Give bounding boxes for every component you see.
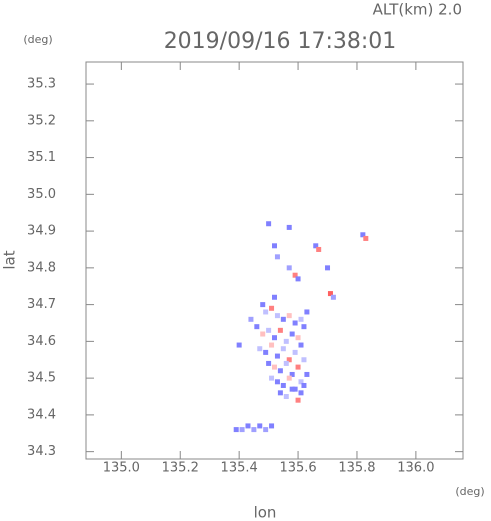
echo-point [304,371,310,377]
echo-point [292,320,298,326]
echo-point [286,357,292,363]
y-tick-label: 35.2 [27,113,56,128]
echo-point [266,360,272,366]
echo-point [272,335,277,341]
echo-point [301,382,307,388]
echo-point [277,368,283,374]
y-tick-label: 34.8 [27,260,56,275]
echo-point [325,265,331,271]
echo-point [295,335,301,341]
echo-point [266,327,272,333]
echo-point [236,342,242,348]
echo-point [298,390,304,396]
chart-title: 2019/09/16 17:38:01 [164,29,397,54]
echo-point [257,423,263,429]
echo-point [286,224,292,230]
y-tick-label: 34.9 [27,224,56,239]
y-axis-label: lat [1,250,19,269]
echo-point [286,313,292,319]
echo-point [295,397,301,403]
echo-point [263,427,269,433]
echo-point [301,324,307,330]
y-tick-label: 34.3 [27,444,56,459]
echo-point [251,427,257,433]
echo-point [277,327,283,333]
x-tick-label: 135.6 [279,461,316,476]
echo-point [298,342,304,348]
echo-point [283,360,289,366]
echo-point [280,346,286,352]
echo-point [280,382,286,388]
echo-point [301,357,307,363]
echo-point [248,316,254,322]
echo-point [298,379,304,385]
echo-point [330,294,336,300]
echo-point [266,221,272,227]
echo-point [292,386,298,392]
echo-point [257,346,263,352]
plot-frame [85,61,464,460]
y-tick-label: 35.1 [27,150,56,165]
x-tick-label: 135.8 [338,461,375,476]
echo-point [274,379,280,385]
altitude-label: ALT(km) 2.0 [373,1,462,19]
echo-point [292,272,298,278]
echo-point [295,276,301,282]
echo-point [280,316,286,322]
x-tick-label: 135.2 [162,461,199,476]
echo-point [283,394,289,400]
echo-point [269,305,275,311]
echo-point [289,331,295,337]
x-unit: (deg) [455,485,484,498]
echo-point [363,235,369,241]
y-tick-label: 35.0 [27,187,56,202]
echo-point [274,254,280,260]
echo-point [260,302,266,308]
echo-point [327,291,333,297]
echo-point [233,427,239,433]
echo-point [298,316,304,322]
echo-point [295,364,301,370]
echo-point [260,331,266,337]
echo-point [360,232,366,238]
echo-point [269,423,275,429]
echo-point [272,364,277,370]
x-axis-label: lon [254,504,277,521]
echo-point [283,338,289,344]
echo-point [313,243,319,249]
y-tick-label: 34.6 [27,334,56,349]
echo-point [286,265,292,271]
echo-point [274,353,280,359]
echo-point [277,390,283,396]
echo-point [263,349,269,355]
echo-point [263,309,269,315]
echo-point [316,246,322,252]
echo-point [304,309,310,315]
echo-point [239,427,245,433]
y-tick-label: 35.3 [27,77,56,92]
y-tick-label: 34.7 [27,297,56,312]
x-tick-label: 135.4 [221,461,258,476]
echo-point [289,371,295,377]
echo-point [286,375,292,381]
echo-point [292,349,298,355]
x-tick-label: 136.0 [397,461,434,476]
x-tick-label: 135.0 [103,461,140,476]
echo-point [269,342,275,348]
y-unit: (deg) [23,33,52,46]
y-tick-label: 34.5 [27,371,56,386]
echo-point [289,386,295,392]
echo-point [269,375,275,381]
y-tick-label: 34.4 [27,407,56,422]
echo-point [245,423,251,429]
echo-point [272,243,277,249]
echo-point [254,324,260,330]
echo-point [274,313,280,319]
echo-point [272,294,277,300]
